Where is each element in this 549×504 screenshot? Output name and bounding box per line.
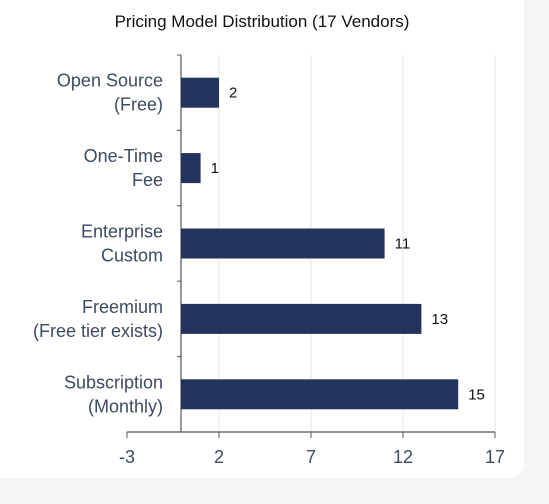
- category-label: Freemium (Free tier exists): [33, 297, 163, 341]
- data-label: 1: [211, 160, 219, 177]
- chart-title: Pricing Model Distribution (17 Vendors): [114, 12, 410, 31]
- category-label: Enterprise Custom: [81, 222, 163, 266]
- x-tick-label: 17: [485, 447, 505, 467]
- x-tick-label: 2: [214, 447, 224, 467]
- category-label: Open Source (Free): [57, 71, 163, 115]
- data-label: 11: [395, 236, 411, 253]
- data-label: 13: [431, 311, 448, 328]
- x-tick-label: 12: [393, 447, 413, 467]
- data-label: 15: [468, 386, 485, 403]
- bar: [181, 153, 201, 184]
- x-tick-label: -3: [119, 447, 135, 467]
- bar: [181, 77, 219, 108]
- data-label: 2: [229, 85, 237, 102]
- bar: [181, 228, 385, 259]
- bar: [181, 303, 422, 334]
- category-label: Subscription (Monthly): [64, 372, 163, 416]
- bar: [181, 379, 459, 410]
- x-tick-label: 7: [306, 447, 316, 467]
- category-label: One-Time Fee: [84, 146, 163, 190]
